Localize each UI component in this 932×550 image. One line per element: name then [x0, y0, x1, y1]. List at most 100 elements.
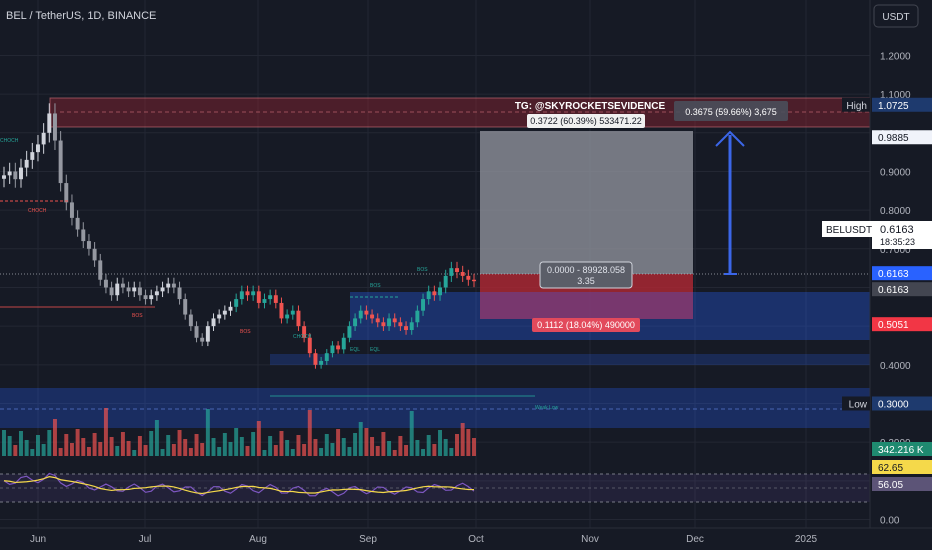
candle-body	[86, 241, 91, 249]
candle-body	[98, 260, 103, 280]
price-label: 0.6163	[878, 269, 909, 280]
volume-bar	[313, 439, 318, 456]
candle-body	[52, 113, 57, 141]
candle-body	[421, 299, 426, 311]
candle-body	[324, 353, 329, 361]
volume-bar	[115, 446, 120, 456]
candle-body	[262, 299, 267, 303]
volume-bar	[364, 428, 369, 456]
volume-bar	[443, 439, 448, 456]
volume-bar	[392, 450, 397, 456]
price-tick-label: 1.1000	[880, 90, 911, 101]
price-tick-label: 1.2000	[880, 51, 911, 62]
volume-bar	[387, 441, 392, 456]
volume-bars	[2, 408, 476, 456]
volume-bar	[7, 436, 12, 456]
volume-bar	[449, 448, 454, 456]
structure-label: BOS	[240, 329, 251, 335]
structure-label: BOS	[417, 267, 428, 273]
volume-bar	[421, 449, 426, 456]
volume-bar	[426, 435, 431, 456]
candle-body	[188, 314, 193, 327]
volume-bar	[166, 435, 171, 456]
candle-body	[341, 337, 346, 350]
price-label: 56.05	[878, 480, 903, 491]
volume-bar	[381, 432, 386, 456]
arrow-stats-box	[674, 101, 788, 121]
candle-body	[426, 291, 431, 300]
price-label-box	[872, 266, 932, 281]
volume-bar	[358, 422, 363, 456]
structure-label: EQL	[370, 347, 380, 353]
symbol-label-name: BELUSDT	[826, 225, 872, 236]
time-axis-background	[0, 528, 932, 550]
time-axis-ticks: Jun Jul Aug Sep Oct Nov Dec 2025	[30, 534, 818, 545]
center-stats-line1: 0.0000 - 89928.058	[547, 265, 625, 275]
price-label: 62.65	[878, 463, 903, 474]
symbol-label-box	[822, 221, 872, 237]
price-label: 0.3000	[878, 399, 909, 410]
candle-body	[432, 291, 437, 296]
candle-body	[132, 287, 137, 292]
candle-body	[358, 310, 363, 319]
volume-bar	[302, 444, 307, 456]
time-tick-label: 2025	[795, 534, 818, 545]
volume-bar	[285, 440, 290, 456]
demand-zone-mid	[270, 354, 870, 365]
candle-body	[183, 299, 188, 315]
candle-body	[302, 326, 307, 338]
volume-bar	[143, 445, 148, 456]
candle-body	[375, 318, 380, 323]
candle-body	[256, 291, 261, 303]
volume-bar	[64, 434, 69, 456]
candle-body	[336, 345, 341, 350]
volume-bar	[171, 444, 176, 456]
volume-bar	[228, 442, 233, 456]
candle-body	[449, 268, 454, 276]
demand-zone-lower	[0, 388, 870, 428]
time-axis[interactable]	[0, 527, 932, 550]
price-label-box	[872, 282, 932, 297]
structure-label: BOS	[132, 313, 143, 319]
candle-body	[370, 314, 375, 319]
candle-body	[307, 337, 312, 354]
volume-bar	[137, 436, 142, 456]
price-tag-box	[842, 97, 870, 112]
candle-body	[296, 310, 301, 327]
volume-bar	[472, 438, 476, 456]
price-label: 342.216 K	[878, 445, 924, 456]
price-label-box	[872, 317, 932, 332]
candle-body	[69, 202, 74, 218]
price-label: 0.6163	[878, 285, 909, 296]
volume-bar	[19, 431, 23, 456]
candle-body	[2, 175, 6, 179]
candle-body	[415, 310, 420, 323]
structure-label: CHOCH	[293, 334, 312, 340]
volume-bar	[234, 428, 239, 456]
volume-bar	[370, 437, 375, 456]
candle-body	[285, 314, 290, 319]
candle-body	[137, 287, 142, 296]
candle-body	[392, 318, 397, 323]
volume-bar	[256, 421, 261, 456]
candle-body	[211, 318, 216, 327]
candle-body	[313, 353, 318, 365]
candle-body	[126, 287, 131, 292]
candle-body	[228, 306, 233, 311]
volume-bar	[330, 443, 335, 456]
candle-body	[290, 310, 295, 315]
price-tag-box	[842, 396, 870, 411]
currency-button[interactable]	[873, 4, 919, 28]
symbol-title: BEL / TetherUS, 1D, BINANCE	[6, 10, 156, 22]
candle-body	[30, 152, 35, 160]
volume-bar	[222, 433, 227, 456]
time-tick-label: Aug	[249, 534, 267, 545]
candle-body	[438, 287, 443, 296]
volume-bar	[160, 449, 165, 456]
volume-bar	[415, 440, 420, 456]
volume-bar	[52, 419, 57, 456]
volume-bar	[336, 429, 341, 456]
